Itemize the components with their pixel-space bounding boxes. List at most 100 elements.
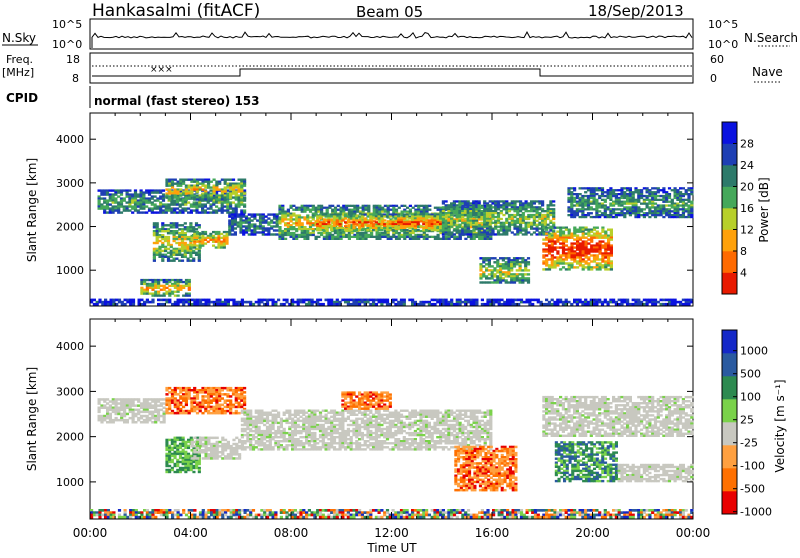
data-cell xyxy=(547,224,550,226)
data-cell xyxy=(274,303,277,306)
data-cell xyxy=(545,254,548,256)
data-cell xyxy=(629,303,632,306)
data-cell xyxy=(527,214,530,216)
data-cell xyxy=(278,207,281,209)
data-cell xyxy=(437,238,440,240)
data-cell xyxy=(482,265,485,267)
data-cell xyxy=(149,287,152,289)
data-cell xyxy=(173,260,176,262)
data-cell xyxy=(554,266,557,268)
data-cell xyxy=(567,210,570,212)
data-cell xyxy=(174,196,177,198)
data-cell xyxy=(148,209,151,211)
data-cell xyxy=(295,207,298,209)
data-cell xyxy=(175,258,178,260)
data-cell xyxy=(674,197,677,199)
data-cell xyxy=(458,226,461,228)
data-cell xyxy=(406,229,409,231)
data-cell xyxy=(106,207,109,209)
data-cell xyxy=(478,204,481,206)
data-cell xyxy=(488,277,491,279)
data-cell xyxy=(469,220,472,222)
data-cell xyxy=(505,257,508,259)
data-cell xyxy=(428,236,431,238)
data-cell xyxy=(270,227,273,229)
data-cell xyxy=(278,220,281,222)
data-cell xyxy=(353,236,356,238)
data-cell xyxy=(123,189,126,191)
data-cell xyxy=(601,214,604,216)
data-cell xyxy=(151,211,154,213)
data-cell xyxy=(146,301,149,304)
data-cell xyxy=(478,233,481,235)
data-cell xyxy=(199,243,202,245)
data-cell xyxy=(634,191,637,193)
data-cell xyxy=(100,398,103,401)
data-cell xyxy=(398,238,401,240)
data-cell xyxy=(654,303,657,306)
data-cell xyxy=(521,261,524,263)
data-cell xyxy=(637,201,640,203)
data-cell xyxy=(284,224,287,226)
data-cell xyxy=(456,212,459,214)
data-cell xyxy=(497,204,500,206)
data-cell xyxy=(364,221,367,223)
data-cell xyxy=(367,207,370,209)
data-cell xyxy=(316,217,319,219)
data-cell xyxy=(373,211,376,213)
data-cell xyxy=(179,211,182,213)
data-cell xyxy=(319,213,322,215)
data-cell xyxy=(149,285,152,287)
data-cell xyxy=(369,221,372,223)
data-cell xyxy=(414,238,417,240)
nsearch-tick-top: 10^5 xyxy=(708,18,738,31)
data-cell xyxy=(579,208,582,210)
data-cell xyxy=(146,279,149,281)
data-cell xyxy=(640,214,643,216)
data-cell xyxy=(384,236,387,238)
y-tick-label: 2000 xyxy=(56,221,84,234)
data-cell xyxy=(522,233,525,235)
data-cell xyxy=(648,195,651,197)
data-cell xyxy=(584,208,587,210)
data-cell xyxy=(660,195,663,197)
data-cell xyxy=(134,409,137,412)
data-cell xyxy=(193,209,196,211)
data-cell xyxy=(665,299,668,302)
data-cell xyxy=(565,229,568,231)
data-cell xyxy=(483,220,486,222)
data-cell xyxy=(295,216,298,218)
data-cell xyxy=(237,205,240,207)
data-cell xyxy=(554,237,557,239)
nsearch-label: N.Search xyxy=(744,31,798,45)
data-cell xyxy=(489,236,492,238)
data-cell xyxy=(395,232,398,234)
data-cell xyxy=(545,299,548,302)
data-cell xyxy=(596,237,599,239)
data-cell xyxy=(301,226,304,228)
data-cell xyxy=(590,268,593,270)
data-cell xyxy=(562,266,565,268)
data-cell xyxy=(495,301,498,304)
data-cell xyxy=(145,205,148,207)
data-cell xyxy=(573,242,576,244)
data-cell xyxy=(242,233,245,235)
data-cell xyxy=(188,285,191,287)
data-cell xyxy=(143,293,146,295)
data-cell xyxy=(556,240,559,242)
data-cell xyxy=(369,227,372,229)
data-cell xyxy=(598,197,601,199)
data-cell xyxy=(646,214,649,216)
data-cell xyxy=(123,421,126,424)
data-cell xyxy=(456,210,459,212)
data-cell xyxy=(500,299,503,302)
data-cell xyxy=(525,229,528,231)
data-cell xyxy=(303,207,306,209)
data-cell xyxy=(508,229,511,231)
data-cell xyxy=(334,207,337,209)
data-cell xyxy=(168,185,171,187)
data-cell xyxy=(104,303,107,306)
data-cell xyxy=(316,229,319,231)
data-cell xyxy=(117,419,120,422)
